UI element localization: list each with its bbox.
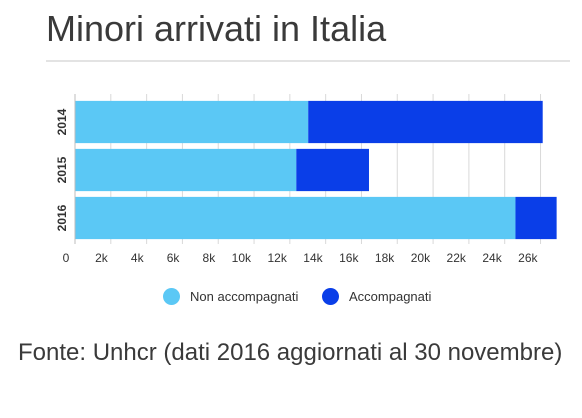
- x-tick-label-26k: 26k: [518, 251, 538, 265]
- x-tick-label-24k: 24k: [482, 251, 502, 265]
- x-tick-label-14k: 14k: [303, 251, 323, 265]
- legend-label-non-accompagnati: Non accompagnati: [190, 289, 299, 304]
- title-divider: [46, 60, 570, 62]
- x-tick-label-20k: 20k: [411, 251, 431, 265]
- x-tick-label-10k: 10k: [232, 251, 252, 265]
- x-tick-label-6k: 6k: [167, 251, 181, 265]
- legend-label-accompagnati: Accompagnati: [349, 289, 432, 304]
- bar-2016-accompagnati: [515, 196, 557, 240]
- x-tick-label-4k: 4k: [131, 251, 145, 265]
- x-tick-label-0: 0: [63, 251, 70, 265]
- chart-legend: Non accompagnati Accompagnati: [0, 288, 582, 312]
- x-tick-label-18k: 18k: [375, 251, 395, 265]
- bar-2015-accompagnati: [296, 148, 369, 192]
- legend-item-accompagnati[interactable]: Accompagnati: [322, 288, 431, 305]
- source-note: Fonte: Unhcr (dati 2016 aggiornati al 30…: [18, 339, 563, 366]
- x-tick-label-2k: 2k: [95, 251, 109, 265]
- bar-2014-non-accompagnati: [75, 100, 309, 144]
- legend-swatch-accompagnati: [322, 288, 339, 305]
- bar-2016-non-accompagnati: [75, 196, 516, 240]
- category-label-2014: 2014: [55, 108, 69, 135]
- x-tick-label-22k: 22k: [447, 251, 467, 265]
- category-label-2016: 2016: [55, 204, 69, 231]
- x-tick-label-12k: 12k: [267, 251, 287, 265]
- stacked-bar-chart: 2014 2015 2016 0 2k 4k 6k 8k 10k 12k 14k 16k 18k 20k 2…: [55, 94, 557, 265]
- bar-2015-non-accompagnati: [75, 148, 297, 192]
- category-label-2015: 2015: [55, 156, 69, 183]
- legend-swatch-non-accompagnati: [163, 288, 180, 305]
- legend-item-non-accompagnati[interactable]: Non accompagnati: [163, 288, 298, 305]
- x-tick-label-16k: 16k: [339, 251, 359, 265]
- x-tick-label-8k: 8k: [203, 251, 217, 265]
- chart-title: Minori arrivati in Italia: [46, 8, 387, 49]
- bar-2014-accompagnati: [308, 100, 543, 144]
